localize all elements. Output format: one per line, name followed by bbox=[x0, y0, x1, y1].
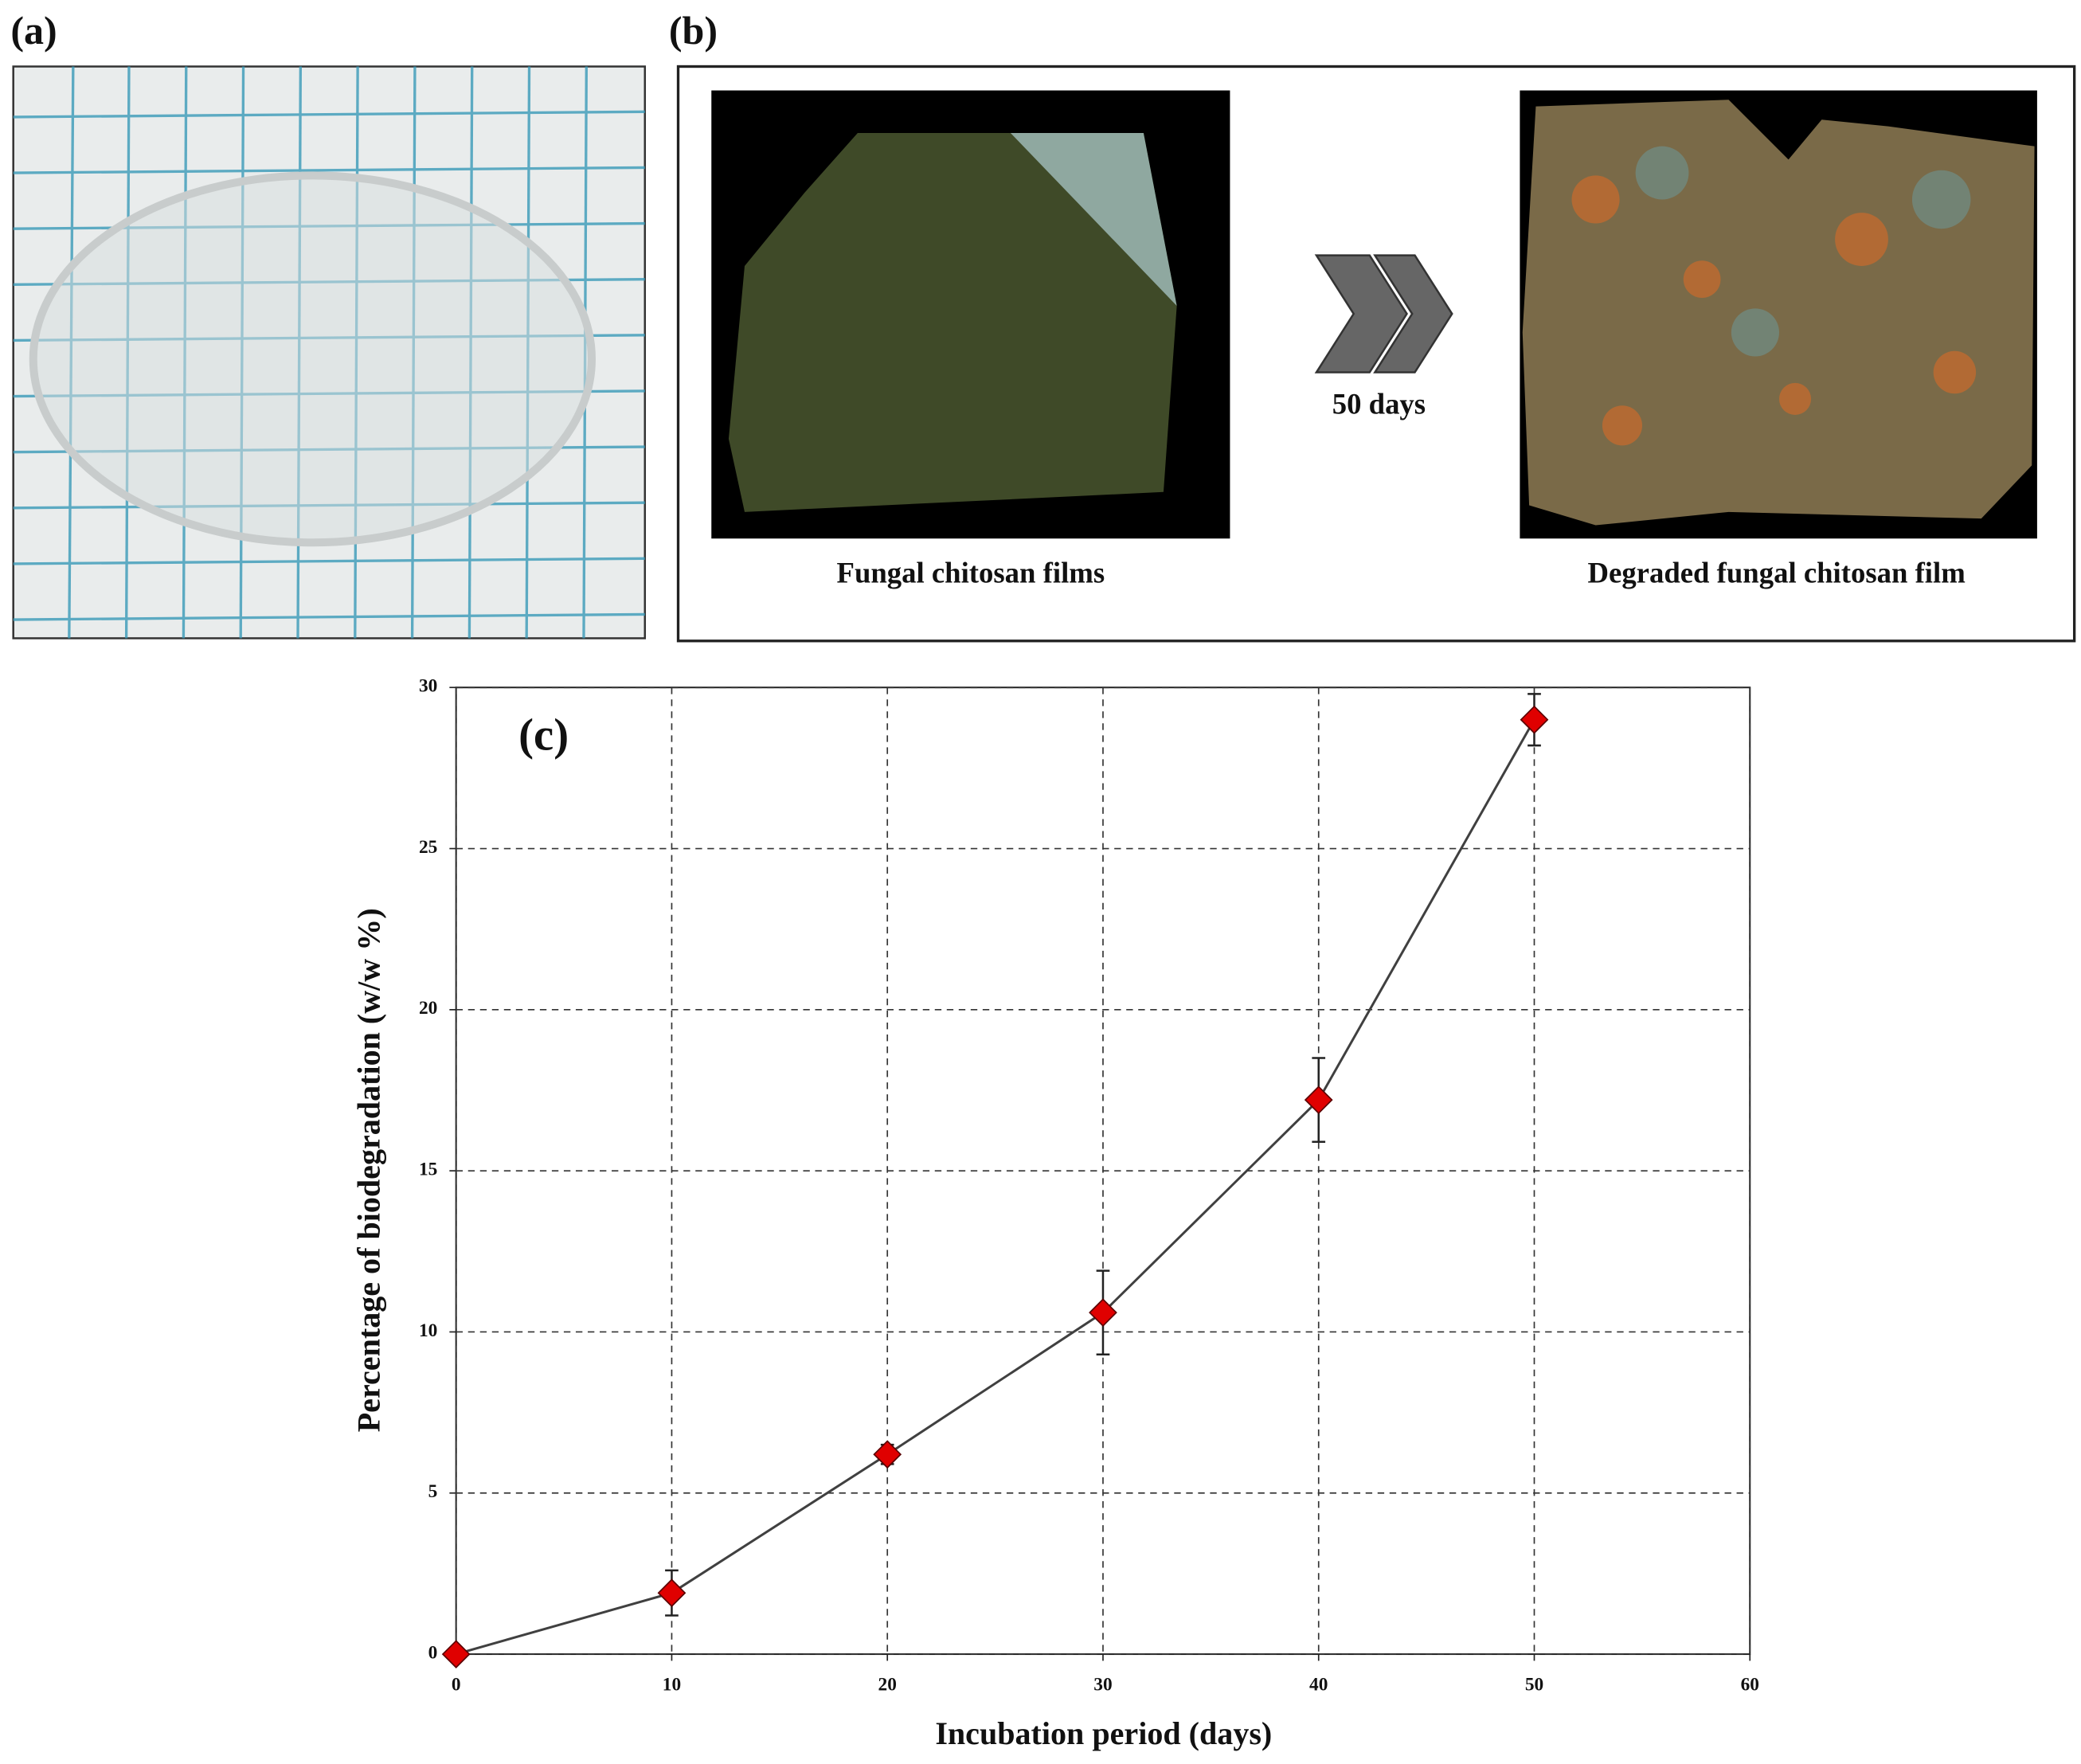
x-tick-label: 60 bbox=[1741, 1674, 1759, 1695]
panel-label: (a) bbox=[10, 8, 57, 53]
photo-degraded-film bbox=[1520, 90, 2037, 539]
x-tick-label: 10 bbox=[663, 1674, 681, 1695]
marker bbox=[1304, 1085, 1333, 1115]
x-tick-label: 20 bbox=[878, 1674, 897, 1695]
y-tick-label: 5 bbox=[428, 1481, 438, 1502]
y-tick-label: 30 bbox=[419, 676, 437, 697]
marker bbox=[657, 1578, 686, 1608]
line bbox=[456, 718, 1535, 1656]
x-tick-label: 0 bbox=[452, 1674, 461, 1695]
photo-caption: Fungal chitosan films bbox=[837, 556, 1105, 589]
x-tick-label: 40 bbox=[1309, 1674, 1328, 1695]
y-tick-label: 25 bbox=[419, 837, 437, 858]
marker bbox=[1520, 705, 1549, 734]
photo-film bbox=[12, 65, 647, 639]
y-tick-label: 10 bbox=[419, 1320, 437, 1341]
y-axis-label: Percentage of biodegradation (w/w %) bbox=[351, 908, 387, 1432]
x-tick-label: 30 bbox=[1093, 1674, 1112, 1695]
marker bbox=[873, 1440, 902, 1469]
photo-fresh-film bbox=[711, 90, 1230, 539]
x-tick-label: 50 bbox=[1525, 1674, 1543, 1695]
arrow-label: 50 days bbox=[1332, 387, 1426, 420]
panel-label: (b) bbox=[669, 8, 718, 53]
marker bbox=[441, 1640, 471, 1668]
panel-label: (c) bbox=[518, 710, 569, 760]
arrow bbox=[1314, 254, 1453, 374]
x-axis-label: Incubation period (days) bbox=[935, 1715, 1272, 1751]
photo-caption: Degraded fungal chitosan film bbox=[1588, 556, 1966, 589]
y-tick-label: 15 bbox=[419, 1160, 437, 1180]
marker bbox=[1089, 1298, 1117, 1328]
y-tick-label: 0 bbox=[428, 1642, 438, 1663]
y-tick-label: 20 bbox=[419, 998, 437, 1019]
